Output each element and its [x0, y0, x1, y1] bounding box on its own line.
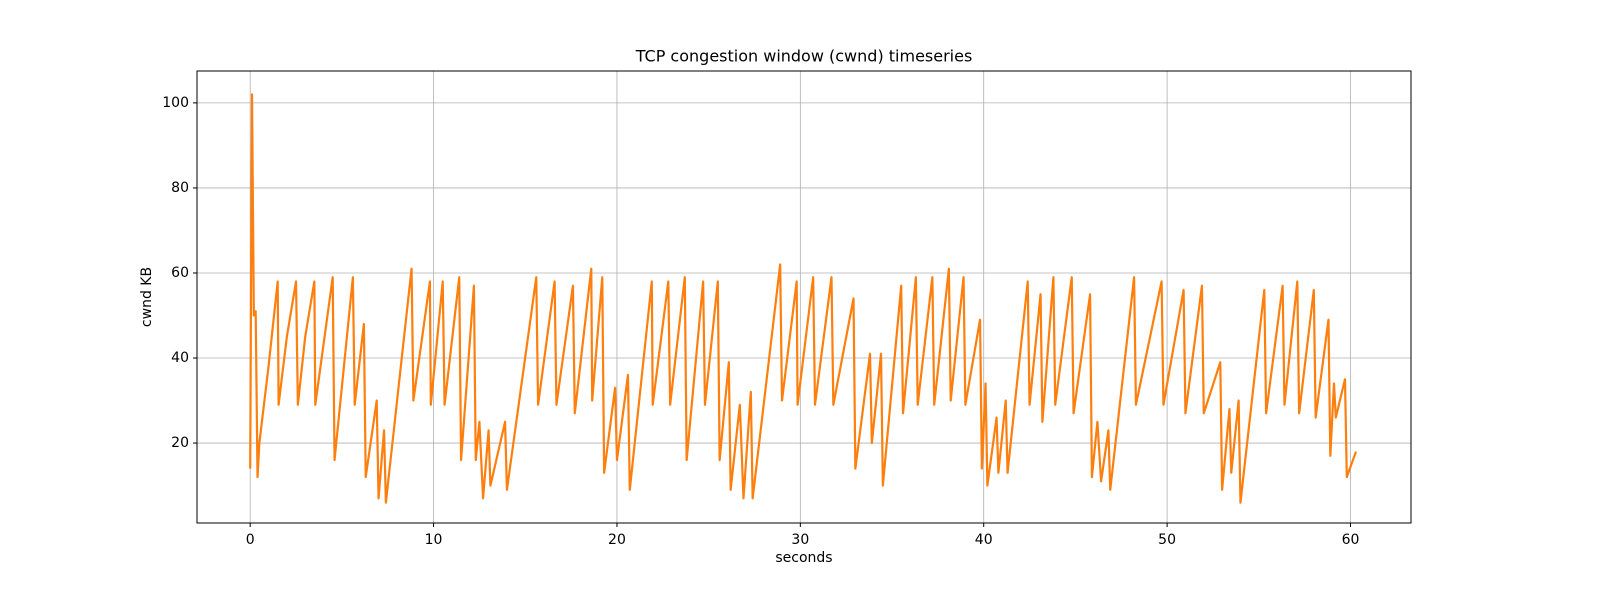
y-axis-label: cwnd KB — [139, 267, 155, 327]
x-tick-label: 50 — [1158, 532, 1176, 548]
y-tick-label: 80 — [171, 180, 189, 196]
x-tick-label: 20 — [608, 532, 626, 548]
x-axis-label: seconds — [775, 550, 832, 566]
y-tick-label: 60 — [171, 265, 189, 281]
x-tick-label: 10 — [425, 532, 443, 548]
y-tick-label: 100 — [162, 95, 189, 111]
x-tick-label: 0 — [246, 532, 255, 548]
x-tick-label: 40 — [975, 532, 993, 548]
x-tick-label: 60 — [1342, 532, 1360, 548]
x-tick-label: 30 — [791, 532, 809, 548]
plot-frame — [196, 70, 1412, 524]
chart-title: TCP congestion window (cwnd) timeseries — [635, 47, 973, 66]
y-tick-label: 20 — [171, 435, 189, 451]
y-tick-label: 40 — [171, 350, 189, 366]
data-line — [249, 93, 1358, 504]
